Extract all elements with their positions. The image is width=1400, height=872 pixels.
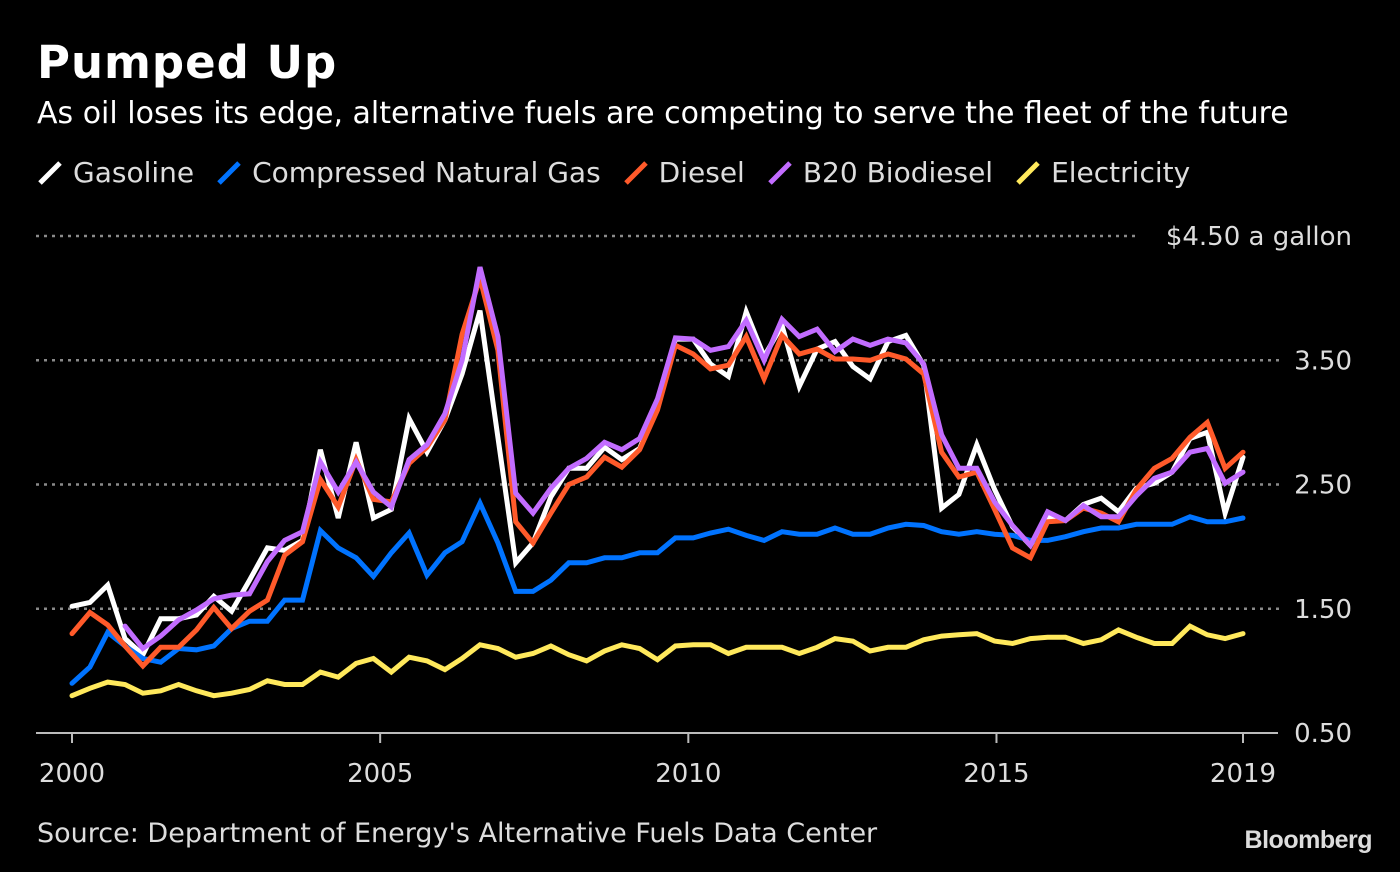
legend-item-diesel: Diesel xyxy=(623,156,745,189)
series-line-electricity xyxy=(69,623,1246,699)
legend-item-gasoline: Gasoline xyxy=(37,156,194,189)
y-tick-label: 2.50 xyxy=(1294,471,1352,501)
legend-swatch xyxy=(768,160,792,185)
x-tick-label: 2019 xyxy=(1210,759,1276,789)
series-line-diesel xyxy=(69,269,1246,670)
legend-swatch xyxy=(623,160,648,185)
x-tick-label: 2000 xyxy=(39,759,105,789)
series-line-b20-biodiesel xyxy=(122,266,1246,652)
unit-label: $4.50 a gallon xyxy=(1166,222,1352,252)
series-line-gasoline xyxy=(69,303,1246,659)
legend-swatch xyxy=(217,160,241,185)
legend-label: Compressed Natural Gas xyxy=(252,156,601,189)
legend-item-electricity: Electricity xyxy=(1015,156,1190,189)
y-tick-label: 1.50 xyxy=(1294,595,1352,625)
source-note: Source: Department of Energy's Alternati… xyxy=(37,818,878,849)
bloomberg-logo: Bloomberg xyxy=(1244,826,1373,854)
legend-label: Electricity xyxy=(1051,156,1191,189)
legend-swatch xyxy=(38,160,62,185)
legend-label: Diesel xyxy=(658,156,745,189)
legend-label: Gasoline xyxy=(73,156,195,189)
chart-title: Pumped Up xyxy=(37,36,338,89)
legend: Gasoline Compressed Natural Gas Diesel B… xyxy=(37,156,1212,189)
x-tick-label: 2005 xyxy=(347,759,413,789)
series-line-compressed-natural-gas xyxy=(69,497,1246,686)
chart-subtitle: As oil loses its edge, alternative fuels… xyxy=(37,96,1289,131)
y-tick-label: 0.50 xyxy=(1294,719,1352,749)
legend-item-cng: Compressed Natural Gas xyxy=(216,156,601,189)
x-tick-label: 2015 xyxy=(963,759,1029,789)
y-tick-label: 3.50 xyxy=(1294,346,1352,376)
legend-swatch xyxy=(1016,160,1040,185)
legend-label: B20 Biodiesel xyxy=(802,156,994,189)
legend-item-b20: B20 Biodiesel xyxy=(767,156,993,189)
x-tick-label: 2010 xyxy=(655,759,721,789)
